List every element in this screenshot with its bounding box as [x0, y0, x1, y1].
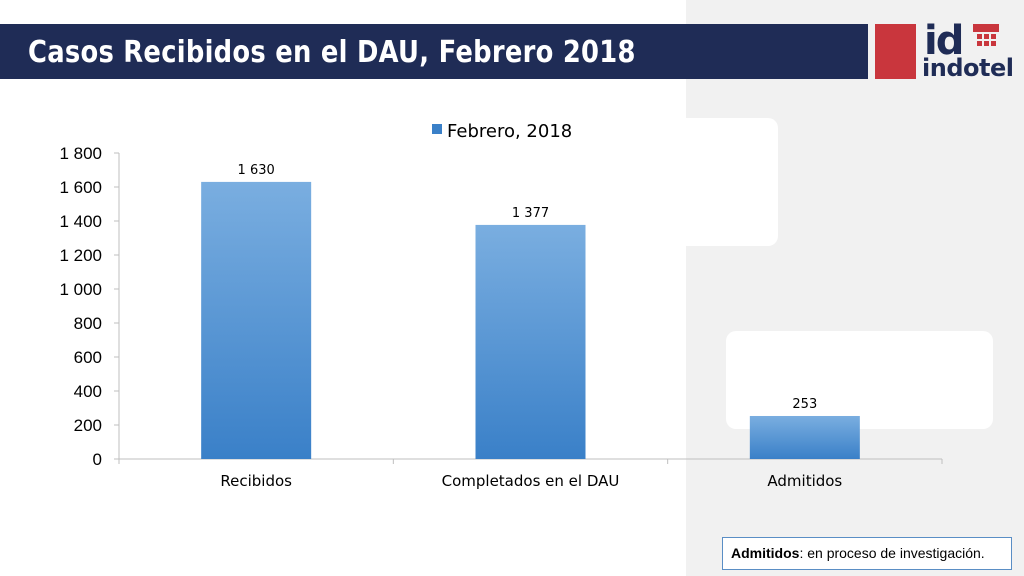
y-tick-label: 200: [74, 416, 102, 435]
category-label: Recibidos: [220, 472, 292, 490]
y-tick-label: 800: [74, 314, 102, 333]
legend: Febrero, 2018: [432, 121, 572, 142]
y-axis: 0 200 400 600 800 1 000 1 200 1 400 1 600 1 800: [59, 144, 120, 469]
y-tick-label: 1 600: [59, 178, 102, 197]
bars: 1 630 1 377 253: [201, 163, 860, 459]
slide-title: Casos Recibidos en el DAU, Febrero 2018: [28, 35, 636, 70]
background-cutout: [664, 118, 778, 246]
legend-swatch: [432, 124, 442, 134]
data-label: 253: [792, 397, 817, 412]
background-cutout: [726, 331, 993, 429]
y-tick-label: 600: [74, 348, 102, 367]
y-tick-label: 1 200: [59, 246, 102, 265]
y-tick-label: 0: [93, 450, 102, 469]
category-label: Admitidos: [767, 472, 842, 490]
bar: [201, 181, 312, 459]
y-tick-label: 1 000: [59, 280, 102, 299]
note-box: Admitidos: en proceso de investigación.: [722, 537, 1012, 570]
category-label: Completados en el DAU: [442, 472, 620, 490]
bar: [475, 224, 586, 459]
data-label: 1 630: [238, 163, 275, 178]
bar: [749, 415, 860, 459]
note-text: : en proceso de investigación.: [799, 545, 985, 561]
data-label: 1 377: [512, 206, 549, 221]
y-tick-label: 1 800: [59, 144, 102, 163]
y-tick-label: 400: [74, 382, 102, 401]
logo-red-block: [875, 24, 916, 79]
logo-letters: id: [924, 18, 962, 64]
title-bar: Casos Recibidos en el DAU, Febrero 2018: [0, 24, 868, 79]
indotel-logo: id: [924, 18, 999, 64]
logo-wordmark: indotel: [922, 54, 1014, 82]
legend-label: Febrero, 2018: [447, 121, 572, 142]
y-tick-label: 1 400: [59, 212, 102, 231]
x-axis: Recibidos Completados en el DAU Admitidos: [118, 458, 943, 490]
background-panel: [686, 0, 1024, 576]
note-bold-term: Admitidos: [731, 545, 800, 561]
